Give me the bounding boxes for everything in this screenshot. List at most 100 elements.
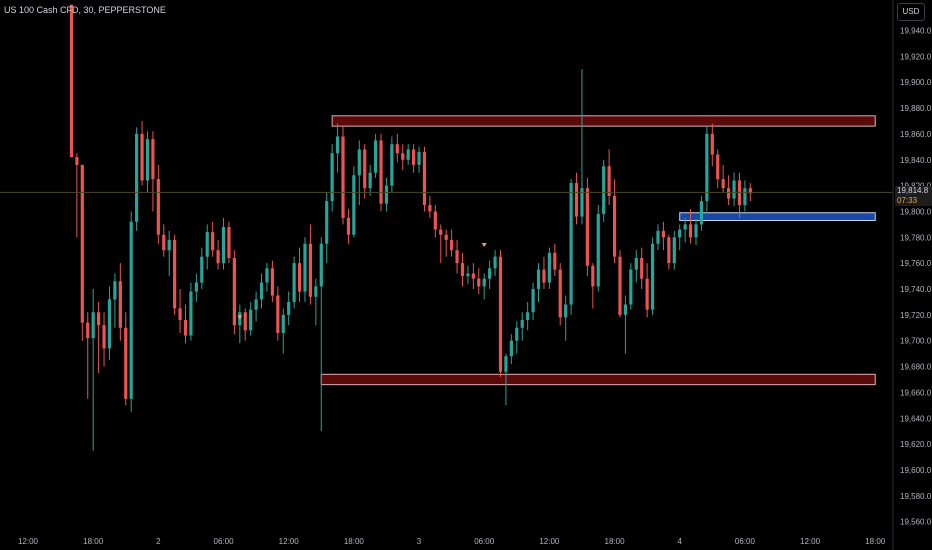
price-tick-label: 19,600.0 [900,466,932,475]
price-tick-label: 19,580.0 [900,492,932,501]
candle-down [183,320,188,336]
candle-up [580,188,584,217]
time-axis[interactable]: 12:00 18:00 2 06:00 12:00 18:00 3 06:00 12:00 18:… [18,537,932,546]
candle-up [406,149,410,160]
currency-button[interactable]: USD [897,3,925,21]
candle-down [433,211,437,230]
candle-up [509,340,513,357]
time-tick-label: 12:00 [279,537,300,546]
candle-up [515,327,519,341]
time-tick-label: 2 [156,537,161,546]
candle-down [86,322,90,339]
candle-up [368,172,372,189]
price-tick-label: 19,940.0 [900,27,932,36]
candle-down [471,273,475,279]
candle-up [683,224,687,230]
candle-down [270,268,274,296]
candle-down [341,136,345,218]
candle-up [602,166,606,215]
time-tick-label: 12:00 [800,537,821,546]
candle-down [645,278,649,310]
time-tick-label: 12:00 [18,537,39,546]
candle-down [80,164,84,323]
resistance-zone-box [331,115,876,127]
candle-down [276,295,280,333]
candles-layer [69,4,752,451]
candle-down [216,250,220,264]
candle-up [650,243,655,310]
time-tick-label: 18:00 [83,537,104,546]
candle-down [227,226,231,258]
signal-marker [237,315,243,320]
candle-up [732,180,736,199]
candle-up [107,299,112,349]
candle-down [118,281,122,328]
candle-up [547,252,551,283]
candle-up [694,224,698,238]
time-tick-label: 3 [417,537,422,546]
candle-down [542,269,546,283]
candle-up [325,201,329,244]
candle-down [667,237,671,264]
price-tick-label: 19,780.0 [900,233,932,242]
candle-up [482,278,486,287]
candle-down [444,234,448,240]
candle-up [672,237,676,264]
candle-down [748,188,752,194]
candle-down [232,257,236,326]
time-tick-label: 18:00 [605,537,626,546]
candle-up [292,263,296,302]
time-tick-label: 06:00 [735,537,756,546]
last-price-value: 19,814.8 [897,186,929,196]
candle-up [287,301,291,315]
candle-down [363,149,367,189]
candle-down [498,256,503,372]
candle-up [596,214,600,287]
price-tick-label: 19,920.0 [900,52,932,61]
candle-down [297,263,302,292]
candle-down [308,243,313,297]
candle-up [569,183,573,305]
price-tick-label: 19,620.0 [900,440,932,449]
price-axis[interactable]: 19,560.0 19,580.0 19,600.0 19,620.0 19,640.0… [900,27,932,527]
candle-down [69,4,74,158]
candle-down [102,325,106,349]
candle-up [520,320,524,328]
candle-up [743,188,747,205]
time-tick-label: 4 [677,537,682,546]
candle-down [640,257,644,279]
candle-up [91,312,95,339]
time-tick-label: 06:00 [474,537,495,546]
candle-down [477,278,481,287]
candle-up [167,239,171,251]
candle-up [200,256,204,283]
candle-down [151,139,155,180]
price-tick-label: 19,800.0 [900,207,932,216]
candle-down [124,327,128,399]
price-tick-label: 19,900.0 [900,78,932,87]
candle-up [145,139,150,181]
candle-up [113,281,117,300]
price-tick-label: 19,760.0 [900,259,932,268]
price-tick-label: 19,820.0 [900,182,932,191]
price-tick-label: 19,640.0 [900,414,932,423]
support-zone-box [320,373,876,386]
candle-up [265,268,269,283]
candle-down [428,204,432,212]
price-tick-label: 19,660.0 [900,388,932,397]
candle-down [574,183,579,217]
candle-up [135,133,139,222]
candle-up [623,304,628,315]
candle-down [412,149,416,165]
signal-marker [481,243,487,248]
candle-up [531,289,535,313]
price-tick-label: 19,860.0 [900,130,932,139]
candle-down [688,224,693,238]
candle-down [558,269,562,318]
candle-down [178,308,182,321]
candle-up [656,230,660,244]
candle-up [493,256,497,269]
candle-down [661,230,666,238]
